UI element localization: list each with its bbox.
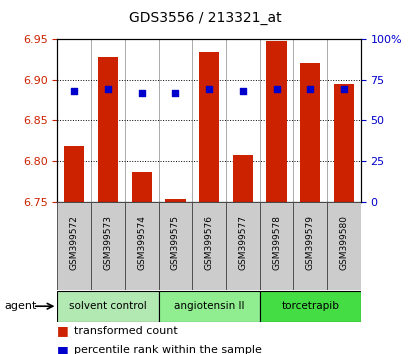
Text: GSM399576: GSM399576 <box>204 215 213 270</box>
Bar <box>232 155 252 202</box>
Point <box>340 87 346 92</box>
Text: ■: ■ <box>57 344 73 354</box>
Text: GSM399572: GSM399572 <box>70 215 79 270</box>
Text: angiotensin II: angiotensin II <box>173 301 244 311</box>
Bar <box>64 147 84 202</box>
Bar <box>333 84 353 202</box>
Bar <box>198 52 219 202</box>
Text: torcetrapib: torcetrapib <box>281 301 338 311</box>
Text: GSM399578: GSM399578 <box>271 215 280 270</box>
Point <box>239 88 245 94</box>
Point <box>306 87 313 92</box>
Bar <box>57 202 91 290</box>
Bar <box>91 202 124 290</box>
Text: percentile rank within the sample: percentile rank within the sample <box>74 346 261 354</box>
Point <box>272 87 279 92</box>
Point <box>205 87 212 92</box>
Text: GSM399579: GSM399579 <box>305 215 314 270</box>
Text: solvent control: solvent control <box>69 301 146 311</box>
Text: GSM399575: GSM399575 <box>171 215 180 270</box>
Point <box>71 88 77 94</box>
Bar <box>57 291 158 321</box>
Bar <box>158 202 192 290</box>
Point <box>172 90 178 96</box>
Bar <box>124 202 158 290</box>
Text: GSM399573: GSM399573 <box>103 215 112 270</box>
Bar <box>131 172 151 202</box>
Bar <box>192 202 225 290</box>
Point <box>138 90 145 96</box>
Text: transformed count: transformed count <box>74 326 177 336</box>
Bar <box>225 202 259 290</box>
Bar <box>326 202 360 290</box>
Bar <box>158 291 259 321</box>
Text: agent: agent <box>4 301 36 311</box>
Text: GSM399577: GSM399577 <box>238 215 247 270</box>
Bar <box>259 291 360 321</box>
Text: GSM399574: GSM399574 <box>137 215 146 270</box>
Bar <box>293 202 326 290</box>
Bar <box>259 202 293 290</box>
Text: GSM399580: GSM399580 <box>339 215 348 270</box>
Bar <box>165 199 185 202</box>
Text: GDS3556 / 213321_at: GDS3556 / 213321_at <box>128 11 281 25</box>
Bar <box>299 63 319 202</box>
Point <box>104 87 111 92</box>
Bar <box>98 57 118 202</box>
Bar <box>266 41 286 202</box>
Text: ■: ■ <box>57 325 73 337</box>
